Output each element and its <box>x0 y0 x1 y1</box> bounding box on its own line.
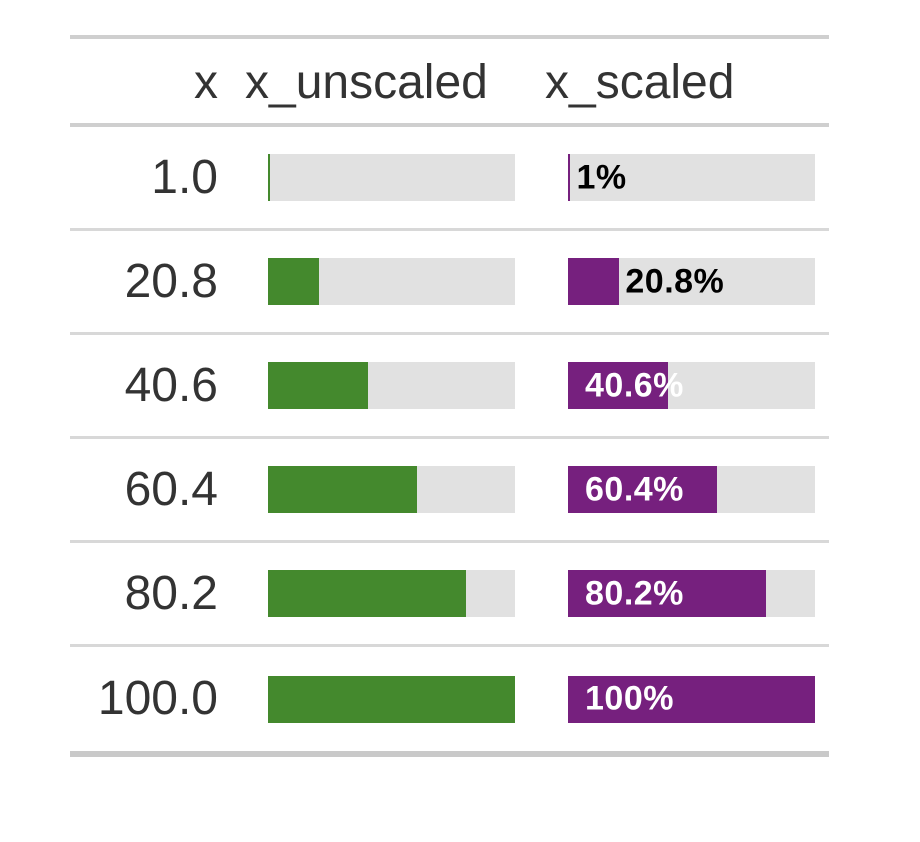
x-unscaled-bar-fill <box>268 570 467 617</box>
column-header-x-unscaled: x_unscaled <box>245 56 488 109</box>
x-unscaled-cell <box>237 570 537 617</box>
x-unscaled-cell <box>237 466 537 513</box>
x-unscaled-bar-fill <box>268 466 418 513</box>
x-unscaled-bar-track <box>268 258 515 305</box>
x-value: 1.0 <box>151 150 218 204</box>
x-unscaled-bar-fill <box>268 675 515 723</box>
x-scaled-cell: 100% <box>537 675 829 723</box>
column-header-x-scaled: x_scaled <box>545 56 735 109</box>
table-row: 100.0 100% <box>70 647 829 751</box>
x-scaled-bar-track: 100% <box>568 675 815 723</box>
x-scaled-bar-track: 20.8% <box>568 258 815 305</box>
gt-table: x x_unscaled x_scaled 1.0 1% 20.8 20.8% 40.6… <box>70 35 829 757</box>
x-unscaled-bar-fill <box>268 362 369 409</box>
x-unscaled-cell <box>237 258 537 305</box>
column-header-x: x <box>194 56 218 109</box>
x-unscaled-bar-track <box>268 362 515 409</box>
x-scaled-bar-label: 1% <box>576 158 627 196</box>
table-row: 20.8 20.8% <box>70 231 829 335</box>
x-unscaled-bar-track <box>268 675 515 723</box>
x-unscaled-cell <box>237 154 537 201</box>
x-value: 60.4 <box>124 462 218 516</box>
x-scaled-bar-label: 40.6% <box>585 366 684 404</box>
x-value: 80.2 <box>124 566 218 620</box>
x-unscaled-bar-track <box>268 154 515 201</box>
table-body: 1.0 1% 20.8 20.8% 40.6 40.6% 60.4 60.4% 80.2 80.2… <box>70 127 829 757</box>
x-scaled-cell: 1% <box>537 154 829 201</box>
table-row: 40.6 40.6% <box>70 335 829 439</box>
x-unscaled-bar-track <box>268 466 515 513</box>
x-scaled-bar-fill <box>568 675 815 723</box>
x-scaled-bar-fill <box>568 154 571 201</box>
x-unscaled-cell <box>237 362 537 409</box>
x-scaled-bar-track: 1% <box>568 154 815 201</box>
x-scaled-bar-track: 80.2% <box>568 570 815 617</box>
table-header-row: x x_unscaled x_scaled <box>70 39 829 127</box>
x-scaled-bar-fill <box>568 466 718 513</box>
x-scaled-cell: 40.6% <box>537 362 829 409</box>
x-scaled-bar-label: 80.2% <box>585 574 684 612</box>
x-scaled-cell: 60.4% <box>537 466 829 513</box>
x-scaled-bar-label: 20.8% <box>625 262 725 300</box>
x-unscaled-bar-fill <box>268 258 320 305</box>
x-scaled-bar-track: 40.6% <box>568 362 815 409</box>
x-scaled-cell: 20.8% <box>537 258 829 305</box>
x-value: 40.6 <box>124 358 218 412</box>
x-value: 20.8 <box>124 254 218 308</box>
x-scaled-bar-fill <box>568 258 620 305</box>
x-scaled-bar-track: 60.4% <box>568 466 815 513</box>
x-scaled-bar-fill <box>568 570 767 617</box>
x-value: 100.0 <box>97 672 218 725</box>
x-unscaled-bar-track <box>268 570 515 617</box>
table-row: 60.4 60.4% <box>70 439 829 543</box>
x-unscaled-bar-fill <box>268 154 271 201</box>
table-row: 1.0 1% <box>70 127 829 231</box>
x-scaled-bar-label: 100% <box>585 679 674 718</box>
x-scaled-bar-label: 60.4% <box>585 470 684 508</box>
table-row: 80.2 80.2% <box>70 543 829 647</box>
x-scaled-cell: 80.2% <box>537 570 829 617</box>
x-unscaled-cell <box>237 675 537 723</box>
x-scaled-bar-fill <box>568 362 669 409</box>
